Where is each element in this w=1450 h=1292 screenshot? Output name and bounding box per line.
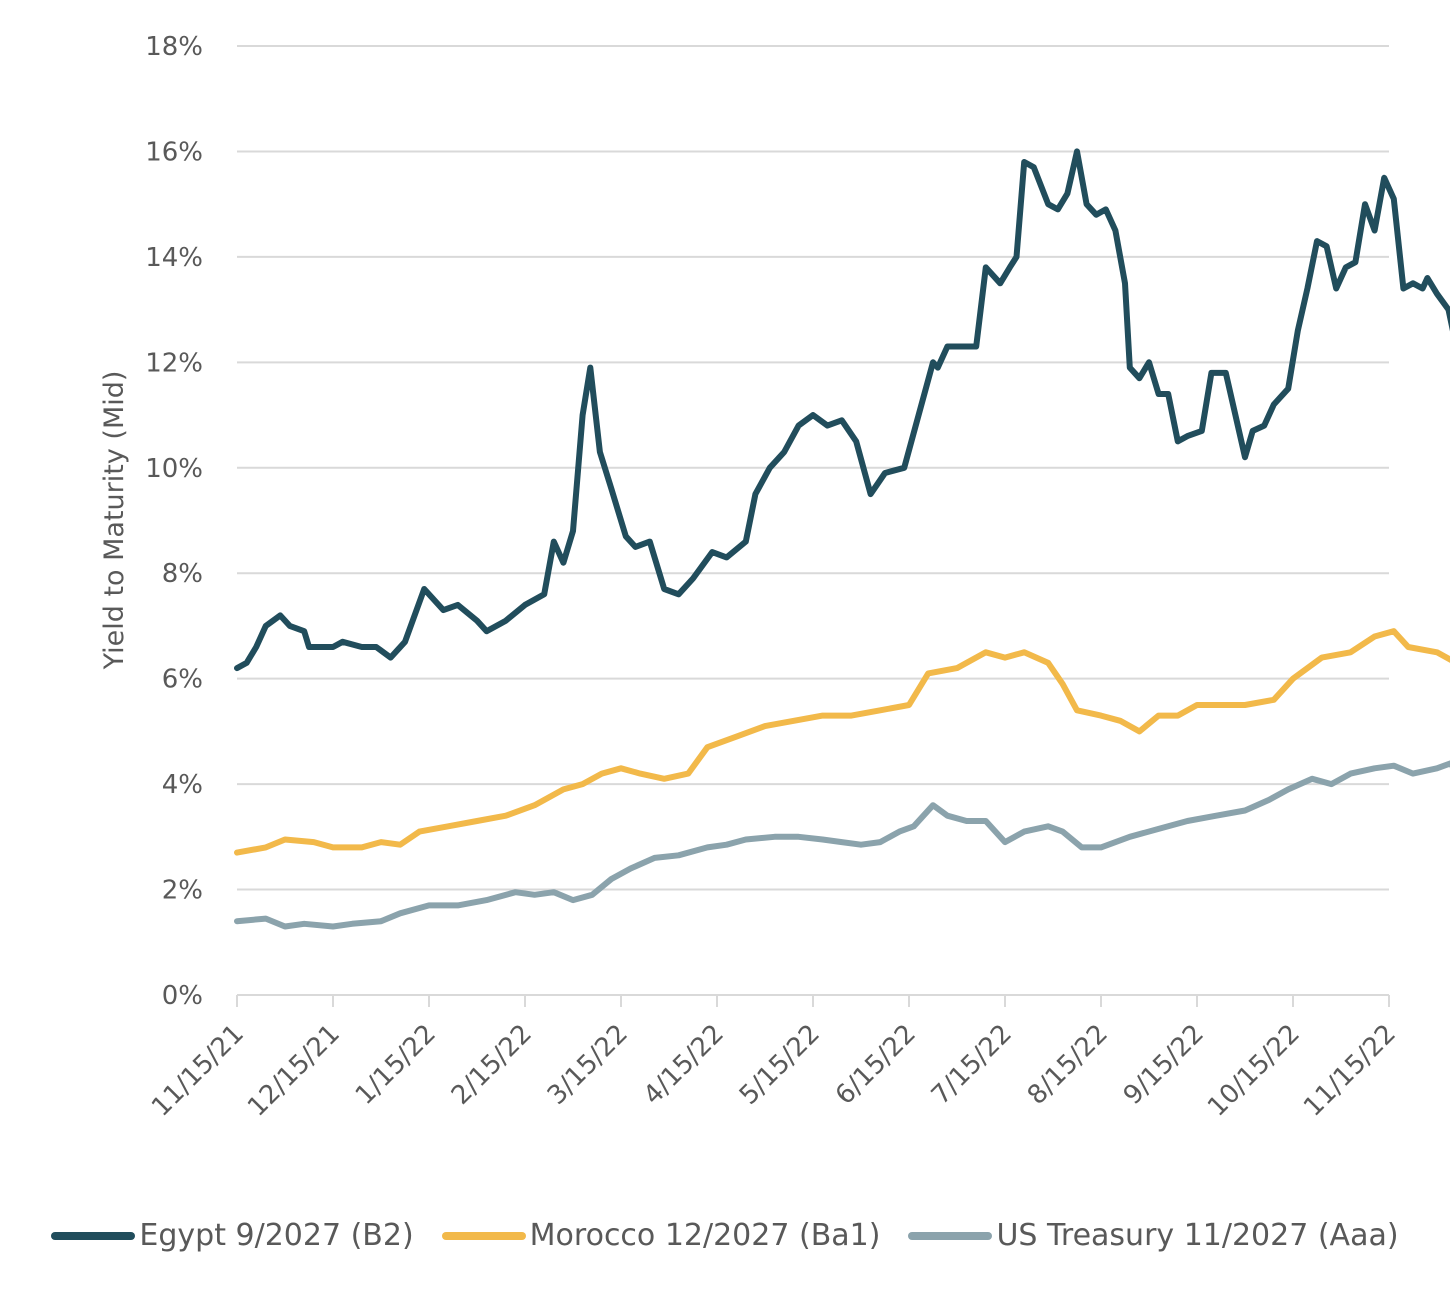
y-tick-label: 18% xyxy=(145,32,203,62)
y-tick-label: 14% xyxy=(145,243,203,273)
series-line-egypt xyxy=(234,148,1450,672)
x-tick-label: 4/15/22 xyxy=(638,1019,730,1111)
y-tick-label: 2% xyxy=(162,876,203,906)
legend-swatch-morocco xyxy=(441,1231,526,1240)
x-tick-label: 7/15/22 xyxy=(926,1019,1018,1111)
x-tick-label: 9/15/22 xyxy=(1118,1019,1210,1111)
x-tick-label: 2/15/22 xyxy=(446,1019,538,1111)
legend-item-us-treasury: US Treasury 11/2027 (Aaa) xyxy=(908,1218,1399,1253)
y-tick-label: 10% xyxy=(145,454,203,484)
legend-swatch-us-treasury xyxy=(908,1231,993,1240)
legend-label-morocco: Morocco 12/2027 (Ba1) xyxy=(529,1218,881,1253)
x-tick-label: 10/15/22 xyxy=(1202,1019,1306,1123)
y-tick-label: 6% xyxy=(162,665,203,695)
x-tick-label: 3/15/22 xyxy=(542,1019,634,1111)
x-tick-label: 6/15/22 xyxy=(830,1019,922,1111)
y-tick-label: 4% xyxy=(162,770,203,800)
legend-label-egypt: Egypt 9/2027 (B2) xyxy=(139,1218,414,1253)
legend-label-us-treasury: US Treasury 11/2027 (Aaa) xyxy=(996,1218,1399,1253)
line-chart: 0% 2% 4% 6% 8% 10% 12% 14% 16% 18% 11/15/2112/15/… xyxy=(99,32,1450,1123)
y-tick-label: 0% xyxy=(162,981,203,1011)
series-line-morocco xyxy=(234,628,1450,856)
y-axis-ticks: 0% 2% 4% 6% 8% 10% 12% 14% 16% 18% xyxy=(145,32,203,1011)
y-tick-label: 12% xyxy=(145,348,203,378)
x-tick-label: 5/15/22 xyxy=(734,1019,826,1111)
series-lines xyxy=(234,148,1450,930)
legend-item-morocco: Morocco 12/2027 (Ba1) xyxy=(441,1218,881,1253)
gridlines xyxy=(237,45,1389,996)
series-line-us-treasury xyxy=(234,760,1450,930)
y-tick-label: 8% xyxy=(162,559,203,589)
x-tick-label: 12/15/21 xyxy=(242,1019,346,1123)
x-tick-label: 11/15/21 xyxy=(146,1019,250,1123)
legend-swatch-egypt xyxy=(51,1231,136,1240)
x-tick-label: 8/15/22 xyxy=(1022,1019,1114,1111)
y-tick-label: 16% xyxy=(145,137,203,167)
legend: Egypt 9/2027 (B2) Morocco 12/2027 (Ba1) … xyxy=(0,1218,1450,1253)
legend-item-egypt: Egypt 9/2027 (B2) xyxy=(51,1218,414,1253)
y-axis-label: Yield to Maturity (Mid) xyxy=(99,371,130,671)
x-tick-label: 11/15/22 xyxy=(1298,1019,1402,1123)
x-tick-label: 1/15/22 xyxy=(350,1019,442,1111)
